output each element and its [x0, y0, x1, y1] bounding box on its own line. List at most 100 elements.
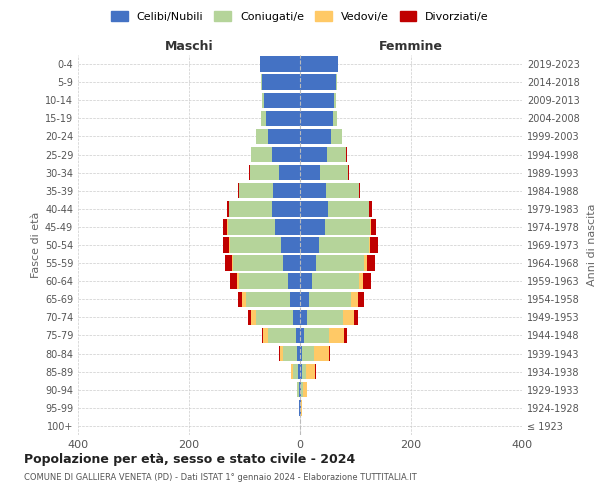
Bar — [300, 92, 334, 108]
Bar — [351, 292, 358, 307]
Bar — [309, 292, 351, 307]
Bar — [248, 310, 251, 325]
Bar — [314, 346, 329, 362]
Bar — [239, 183, 274, 198]
Bar — [233, 256, 283, 271]
Bar — [343, 310, 354, 325]
Bar — [370, 238, 378, 252]
Bar — [306, 364, 315, 380]
Bar — [256, 128, 268, 144]
Legend: Celibi/Nubili, Coniugati/e, Vedovi/e, Divorziati/e: Celibi/Nubili, Coniugati/e, Vedovi/e, Di… — [108, 8, 492, 25]
Bar — [272, 147, 300, 162]
Bar — [261, 110, 266, 126]
Bar — [300, 128, 331, 144]
Text: Maschi: Maschi — [164, 40, 214, 53]
Bar — [224, 256, 232, 271]
Bar — [223, 238, 229, 252]
Bar — [300, 56, 338, 72]
Bar — [300, 346, 302, 362]
Bar — [261, 74, 262, 90]
Text: Femmine: Femmine — [379, 40, 443, 53]
Bar — [307, 310, 343, 325]
Bar — [348, 165, 349, 180]
Bar — [320, 165, 348, 180]
Bar — [358, 292, 364, 307]
Bar — [260, 56, 300, 72]
Bar — [288, 274, 300, 289]
Y-axis label: Anni di nascita: Anni di nascita — [587, 204, 596, 286]
Bar — [232, 256, 233, 271]
Bar — [251, 310, 256, 325]
Bar — [364, 256, 367, 271]
Bar — [302, 364, 306, 380]
Bar — [223, 219, 227, 234]
Text: Popolazione per età, sesso e stato civile - 2024: Popolazione per età, sesso e stato civil… — [24, 452, 355, 466]
Bar — [229, 201, 272, 216]
Bar — [312, 274, 359, 289]
Bar — [367, 256, 376, 271]
Bar — [281, 238, 300, 252]
Bar — [283, 256, 300, 271]
Bar — [251, 147, 272, 162]
Bar — [359, 183, 361, 198]
Bar — [370, 201, 372, 216]
Bar — [230, 238, 281, 252]
Bar — [238, 183, 239, 198]
Bar — [298, 364, 300, 380]
Bar — [300, 110, 334, 126]
Bar — [245, 292, 290, 307]
Bar — [304, 382, 307, 398]
Bar — [268, 328, 296, 343]
Bar — [293, 310, 300, 325]
Bar — [263, 328, 268, 343]
Bar — [300, 292, 309, 307]
Bar — [274, 183, 300, 198]
Bar — [242, 292, 245, 307]
Bar — [325, 219, 370, 234]
Bar — [264, 92, 300, 108]
Bar — [275, 219, 300, 234]
Text: COMUNE DI GALLIERA VENETA (PD) - Dati ISTAT 1° gennaio 2024 - Elaborazione TUTTI: COMUNE DI GALLIERA VENETA (PD) - Dati IS… — [24, 472, 417, 482]
Bar — [304, 328, 329, 343]
Bar — [238, 292, 242, 307]
Bar — [328, 201, 369, 216]
Bar — [300, 183, 326, 198]
Y-axis label: Fasce di età: Fasce di età — [31, 212, 41, 278]
Bar — [300, 256, 316, 271]
Bar — [283, 346, 297, 362]
Bar — [300, 382, 301, 398]
Bar — [250, 165, 279, 180]
Bar — [300, 310, 307, 325]
Bar — [230, 274, 237, 289]
Bar — [363, 274, 371, 289]
Bar — [344, 328, 347, 343]
Bar — [300, 165, 320, 180]
Bar — [268, 128, 300, 144]
Bar — [227, 201, 229, 216]
Bar — [316, 256, 364, 271]
Bar — [266, 110, 300, 126]
Bar — [329, 328, 344, 343]
Bar — [299, 382, 300, 398]
Bar — [331, 128, 341, 144]
Bar — [280, 346, 283, 362]
Bar — [228, 219, 275, 234]
Bar — [262, 328, 263, 343]
Bar — [262, 92, 264, 108]
Bar — [319, 238, 370, 252]
Bar — [300, 238, 319, 252]
Bar — [329, 346, 330, 362]
Bar — [297, 346, 300, 362]
Bar — [256, 310, 293, 325]
Bar — [301, 382, 304, 398]
Bar — [279, 165, 300, 180]
Bar — [297, 382, 299, 398]
Bar — [293, 364, 298, 380]
Bar — [326, 183, 359, 198]
Bar — [291, 364, 293, 380]
Bar — [300, 364, 302, 380]
Bar — [371, 219, 376, 234]
Bar — [237, 274, 239, 289]
Bar — [296, 328, 300, 343]
Bar — [334, 92, 336, 108]
